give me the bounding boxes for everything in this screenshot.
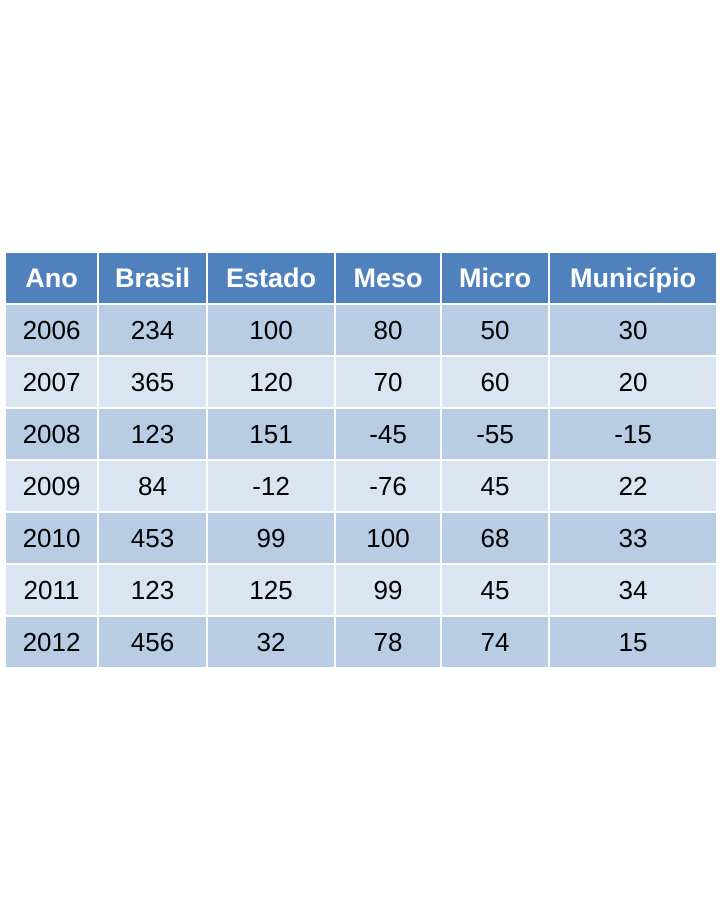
table-cell: 456 bbox=[97, 615, 208, 669]
table-header-row: Ano Brasil Estado Meso Micro Município bbox=[4, 251, 718, 305]
table-cell: -55 bbox=[440, 407, 550, 461]
table-cell: 151 bbox=[206, 407, 336, 461]
table-cell: 20 bbox=[548, 355, 718, 409]
table-cell: 125 bbox=[206, 563, 336, 617]
data-table-container: Ano Brasil Estado Meso Micro Município 2… bbox=[4, 251, 718, 669]
table-cell: 45 bbox=[440, 563, 550, 617]
table-cell: 33 bbox=[548, 511, 718, 565]
column-header-estado: Estado bbox=[206, 251, 336, 305]
table-cell: 2012 bbox=[4, 615, 99, 669]
column-header-municipio: Município bbox=[548, 251, 718, 305]
table-cell: 453 bbox=[97, 511, 208, 565]
table-cell: 80 bbox=[334, 303, 442, 357]
table-cell: 2009 bbox=[4, 459, 99, 513]
table-row: 2008 123 151 -45 -55 -15 bbox=[4, 407, 718, 461]
table-cell: 74 bbox=[440, 615, 550, 669]
table-row: 2010 453 99 100 68 33 bbox=[4, 511, 718, 565]
table-cell: 123 bbox=[97, 407, 208, 461]
table-cell: 45 bbox=[440, 459, 550, 513]
table-cell: 120 bbox=[206, 355, 336, 409]
column-header-ano: Ano bbox=[4, 251, 99, 305]
table-cell: 84 bbox=[97, 459, 208, 513]
table-cell: 234 bbox=[97, 303, 208, 357]
table-cell: 22 bbox=[548, 459, 718, 513]
table-cell: 100 bbox=[206, 303, 336, 357]
table-cell: 99 bbox=[206, 511, 336, 565]
table-cell: 30 bbox=[548, 303, 718, 357]
table-cell: -12 bbox=[206, 459, 336, 513]
table-cell: 32 bbox=[206, 615, 336, 669]
table-cell: 68 bbox=[440, 511, 550, 565]
table-cell: 50 bbox=[440, 303, 550, 357]
table-cell: 2011 bbox=[4, 563, 99, 617]
table-cell: 2008 bbox=[4, 407, 99, 461]
table-cell: 78 bbox=[334, 615, 442, 669]
table-cell: 100 bbox=[334, 511, 442, 565]
table-row: 2012 456 32 78 74 15 bbox=[4, 615, 718, 669]
table-cell: 34 bbox=[548, 563, 718, 617]
table-row: 2009 84 -12 -76 45 22 bbox=[4, 459, 718, 513]
table-cell: -15 bbox=[548, 407, 718, 461]
column-header-meso: Meso bbox=[334, 251, 442, 305]
table-cell: 123 bbox=[97, 563, 208, 617]
table-row: 2007 365 120 70 60 20 bbox=[4, 355, 718, 409]
data-table: Ano Brasil Estado Meso Micro Município 2… bbox=[4, 251, 718, 669]
table-cell: 70 bbox=[334, 355, 442, 409]
table-row: 2011 123 125 99 45 34 bbox=[4, 563, 718, 617]
table-cell: -76 bbox=[334, 459, 442, 513]
table-cell: 2007 bbox=[4, 355, 99, 409]
table-cell: -45 bbox=[334, 407, 442, 461]
column-header-micro: Micro bbox=[440, 251, 550, 305]
table-row: 2006 234 100 80 50 30 bbox=[4, 303, 718, 357]
table-cell: 99 bbox=[334, 563, 442, 617]
table-cell: 2010 bbox=[4, 511, 99, 565]
table-cell: 2006 bbox=[4, 303, 99, 357]
table-cell: 365 bbox=[97, 355, 208, 409]
table-cell: 60 bbox=[440, 355, 550, 409]
table-cell: 15 bbox=[548, 615, 718, 669]
column-header-brasil: Brasil bbox=[97, 251, 208, 305]
